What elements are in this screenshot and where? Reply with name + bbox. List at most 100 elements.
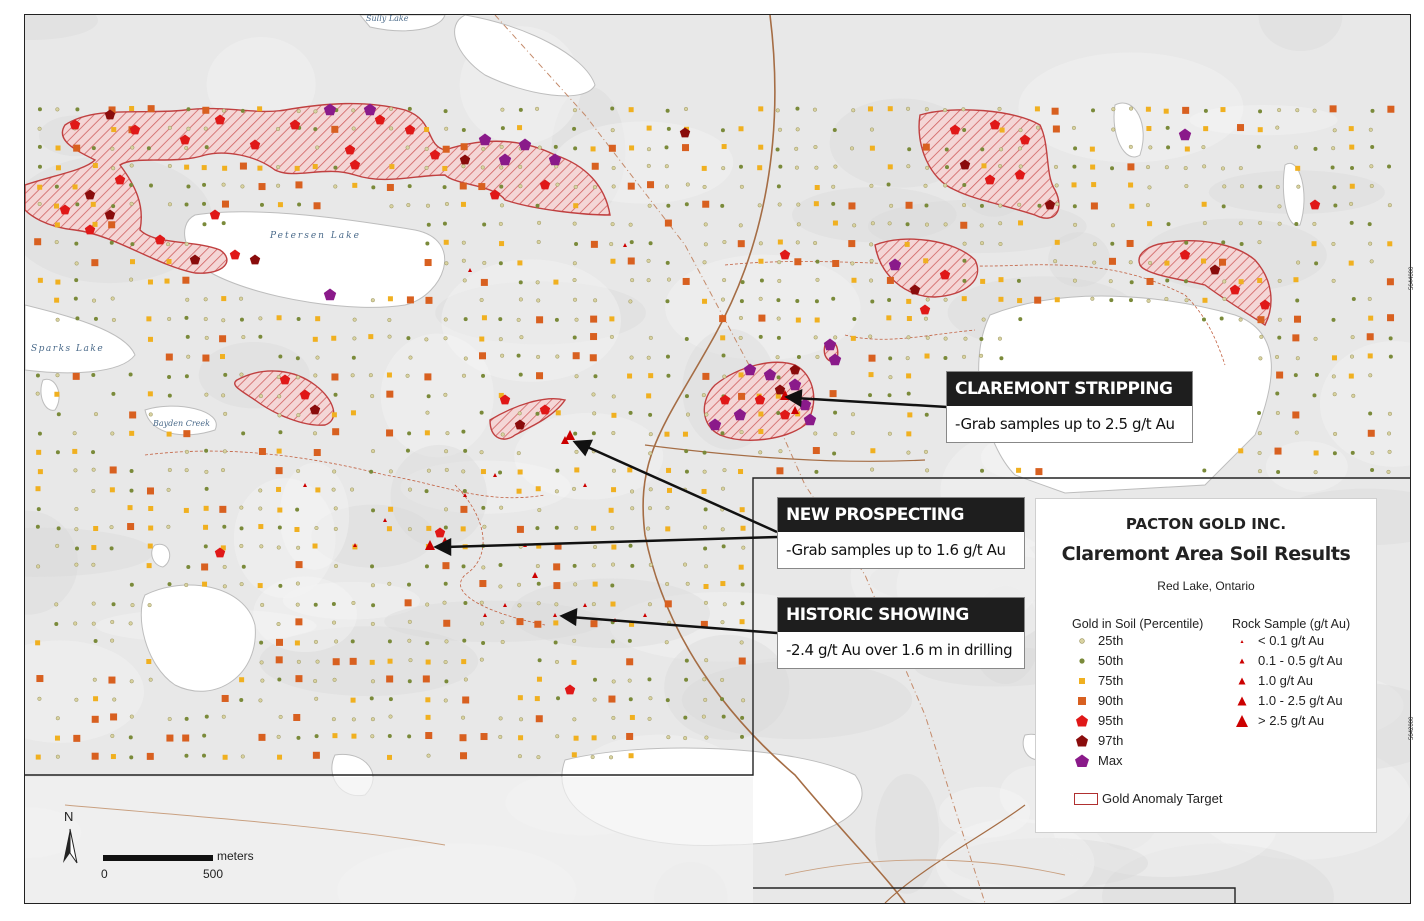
rock-sample bbox=[623, 243, 627, 247]
soil-sample-p25 bbox=[739, 640, 744, 645]
soil-sample-p25 bbox=[1184, 183, 1189, 189]
soil-sample-p25 bbox=[702, 677, 707, 682]
soil-sample-p25 bbox=[241, 335, 246, 340]
soil-sample-p25 bbox=[389, 126, 394, 131]
soil-sample-p75 bbox=[93, 526, 99, 532]
soil-sample-p25 bbox=[536, 354, 541, 359]
soil-sample-p25 bbox=[741, 698, 746, 703]
soil-sample-p25 bbox=[833, 335, 838, 340]
soil-sample-p75 bbox=[609, 316, 615, 322]
soil-sample-p25 bbox=[815, 354, 820, 359]
callout-historic-body: -2.4 g/t Au over 1.6 m in drilling bbox=[786, 641, 1013, 659]
soil-sample-p50 bbox=[222, 524, 227, 529]
soil-sample-p90 bbox=[1386, 278, 1394, 286]
soil-sample-p50 bbox=[482, 222, 487, 227]
soil-sample-p50 bbox=[684, 449, 689, 454]
soil-sample-max bbox=[323, 103, 337, 116]
soil-sample-p75 bbox=[1295, 165, 1301, 171]
soil-sample-p50 bbox=[759, 278, 764, 283]
soil-sample-max bbox=[478, 133, 492, 146]
soil-sample-p25 bbox=[74, 697, 79, 702]
soil-sample-p25 bbox=[1128, 144, 1133, 149]
soil-sample-p95 bbox=[1179, 249, 1191, 260]
soil-sample-p50 bbox=[371, 185, 376, 190]
claim-boundaries bbox=[25, 477, 1410, 903]
soil-sample-max bbox=[788, 378, 802, 391]
soil-sample-p90 bbox=[536, 316, 544, 324]
soil-sample-p50 bbox=[648, 241, 653, 246]
arrow-head-prospecting bbox=[572, 439, 594, 457]
soil-sample-p25 bbox=[648, 432, 653, 437]
soil-sample-p75 bbox=[1129, 203, 1135, 209]
soil-sample-p75 bbox=[517, 125, 523, 131]
soil-sample-p50 bbox=[554, 317, 559, 322]
soil-sample-p75 bbox=[720, 335, 726, 341]
soil-sample-p25 bbox=[887, 221, 892, 226]
soil-sample-p90 bbox=[572, 352, 580, 360]
soil-sample-p25 bbox=[407, 527, 412, 532]
soil-sample-p75 bbox=[553, 279, 559, 285]
soil-sample-p50 bbox=[424, 564, 429, 569]
soil-sample-p50 bbox=[129, 469, 134, 474]
soil-sample-p25 bbox=[110, 638, 115, 643]
soil-sample-p75 bbox=[870, 448, 876, 454]
target-box-icon bbox=[1074, 792, 1098, 805]
soil-sample-p50 bbox=[1332, 185, 1337, 190]
terrain-shade bbox=[25, 15, 98, 41]
soil-sample-p90 bbox=[479, 580, 487, 588]
legend-soil-75-label: 75th bbox=[1098, 673, 1124, 688]
soil-sample-p50 bbox=[740, 715, 745, 720]
callout-claremont: CLAREMONT STRIPPING -Grab samples up to … bbox=[946, 371, 1193, 443]
soil-sample-p25 bbox=[646, 258, 651, 263]
soil-sample-p50 bbox=[516, 353, 521, 358]
soil-sample-p50 bbox=[1037, 203, 1042, 208]
soil-sample-p25 bbox=[461, 258, 466, 263]
scale-zero: 0 bbox=[101, 867, 108, 881]
soil-sample-p75 bbox=[425, 714, 431, 720]
soil-sample-p25 bbox=[406, 202, 411, 208]
soil-sample-p50 bbox=[425, 641, 430, 646]
soil-sample-p75 bbox=[220, 545, 226, 551]
soil-sample-p90 bbox=[108, 221, 116, 229]
soil-sample-p25 bbox=[220, 468, 226, 473]
rock-sample bbox=[791, 406, 799, 414]
soil-sample-p50 bbox=[979, 203, 984, 208]
arrow-head-prospecting2 bbox=[433, 537, 452, 557]
soil-sample-p75 bbox=[55, 279, 61, 285]
soil-sample-p25 bbox=[91, 621, 96, 626]
soil-sample-p25 bbox=[110, 146, 115, 151]
soil-sample-p75 bbox=[257, 165, 263, 171]
soil-sample-p25 bbox=[1128, 260, 1133, 265]
soil-sample-p75 bbox=[147, 543, 153, 549]
soil-sample-p50 bbox=[1073, 146, 1078, 151]
soil-sample-p90 bbox=[589, 354, 597, 362]
soil-sample-p25 bbox=[646, 163, 651, 168]
soil-sample-p50 bbox=[628, 543, 633, 548]
soil-sample-p25 bbox=[1368, 241, 1373, 246]
soil-sample-p25 bbox=[720, 677, 725, 683]
soil-sample-p25 bbox=[572, 221, 577, 226]
soil-sample-max bbox=[323, 288, 337, 301]
soil-sample-p50 bbox=[888, 356, 893, 361]
soil-sample-p25 bbox=[1275, 184, 1280, 189]
soil-sample-p90 bbox=[608, 695, 616, 703]
soil-sample-p25 bbox=[370, 583, 376, 588]
soil-sample-p75 bbox=[1331, 355, 1337, 361]
soil-sample-p75 bbox=[388, 506, 394, 512]
soil-sample-p75 bbox=[164, 278, 170, 284]
soil-sample-p25 bbox=[685, 182, 690, 187]
soil-sample-p25 bbox=[1054, 183, 1059, 188]
soil-sample-p50 bbox=[740, 734, 745, 739]
soil-sample-p25 bbox=[1369, 164, 1374, 169]
soil-sample-p50 bbox=[535, 411, 540, 416]
soil-sample-p25 bbox=[628, 222, 633, 227]
soil-sample-p95 bbox=[719, 394, 731, 405]
soil-sample-p25 bbox=[794, 146, 799, 151]
soil-sample-max bbox=[363, 103, 377, 116]
soil-sample-p25 bbox=[186, 354, 191, 359]
soil-sample-p75 bbox=[1071, 182, 1077, 188]
soil-sample-p50 bbox=[591, 431, 596, 436]
soil-sample-p25 bbox=[333, 184, 338, 189]
soil-sample-p90 bbox=[108, 106, 116, 114]
soil-sample-p75 bbox=[981, 163, 987, 169]
